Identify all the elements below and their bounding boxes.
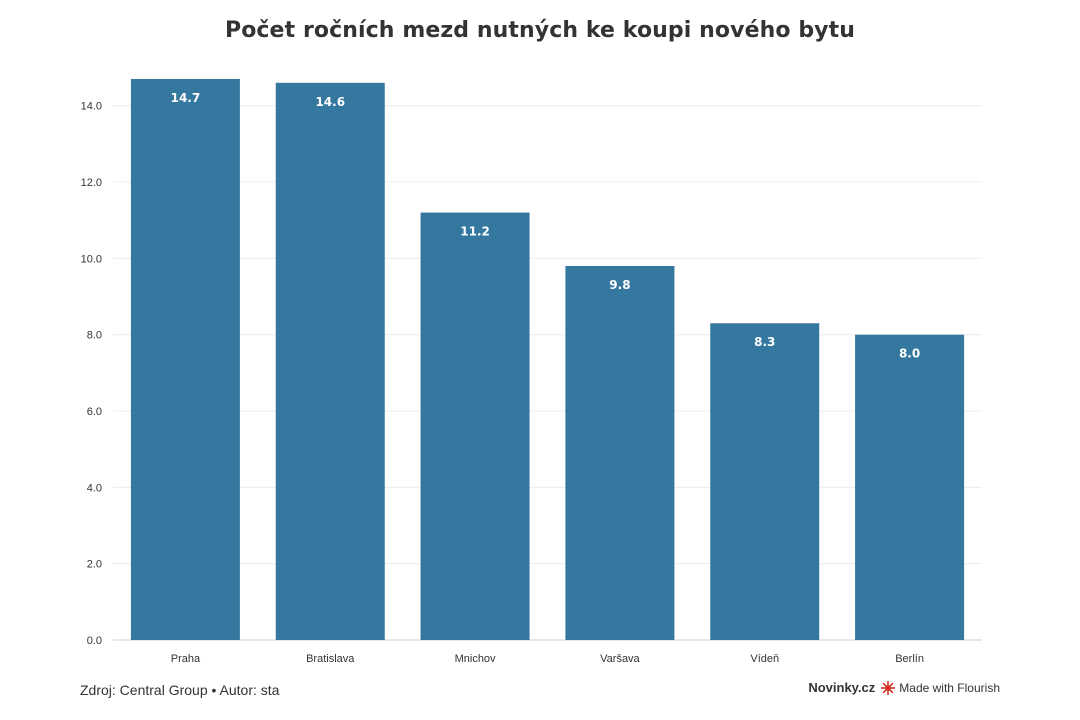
source-credit: Zdroj: Central Group • Autor: sta (80, 682, 280, 698)
y-tick-label: 10.0 (81, 253, 102, 265)
x-tick-label: Varšava (600, 653, 640, 665)
x-tick-label: Praha (171, 653, 201, 665)
bar-value-label: 8.3 (754, 335, 775, 349)
y-tick-label: 2.0 (87, 559, 102, 571)
bar-value-label: 11.2 (460, 225, 490, 239)
y-tick-label: 14.0 (81, 101, 102, 113)
chart-title: Počet ročních mezd nutných ke koupi nové… (224, 18, 856, 43)
bar (275, 82, 385, 640)
bar-value-label: 8.0 (899, 347, 920, 361)
bar-value-label: 14.6 (315, 95, 345, 109)
novinky-link[interactable]: Novinky.cz (808, 680, 876, 695)
bar (130, 79, 240, 640)
bar-value-label: 14.7 (171, 91, 201, 105)
footer-brand: Novinky.cz Made with Flouris (808, 680, 1000, 695)
x-tick-label: Mnichov (455, 653, 496, 665)
x-tick-label: Berlín (895, 653, 924, 665)
bar (855, 334, 965, 640)
y-tick-label: 0.0 (87, 635, 102, 647)
bar (710, 323, 820, 640)
y-tick-label: 12.0 (81, 177, 102, 189)
y-tick-label: 4.0 (87, 482, 102, 494)
made-with-flourish-link[interactable]: Made with Flourish (881, 680, 1000, 695)
bar (420, 212, 530, 641)
y-tick-label: 8.0 (87, 330, 102, 342)
flourish-label: Made with Flourish (899, 680, 1000, 695)
y-tick-label: 6.0 (87, 406, 102, 418)
bar-value-label: 9.8 (609, 278, 630, 292)
x-tick-label: Vídeň (750, 653, 779, 665)
bar (565, 266, 675, 640)
flourish-logo-icon (881, 680, 896, 695)
x-tick-label: Bratislava (306, 653, 355, 665)
